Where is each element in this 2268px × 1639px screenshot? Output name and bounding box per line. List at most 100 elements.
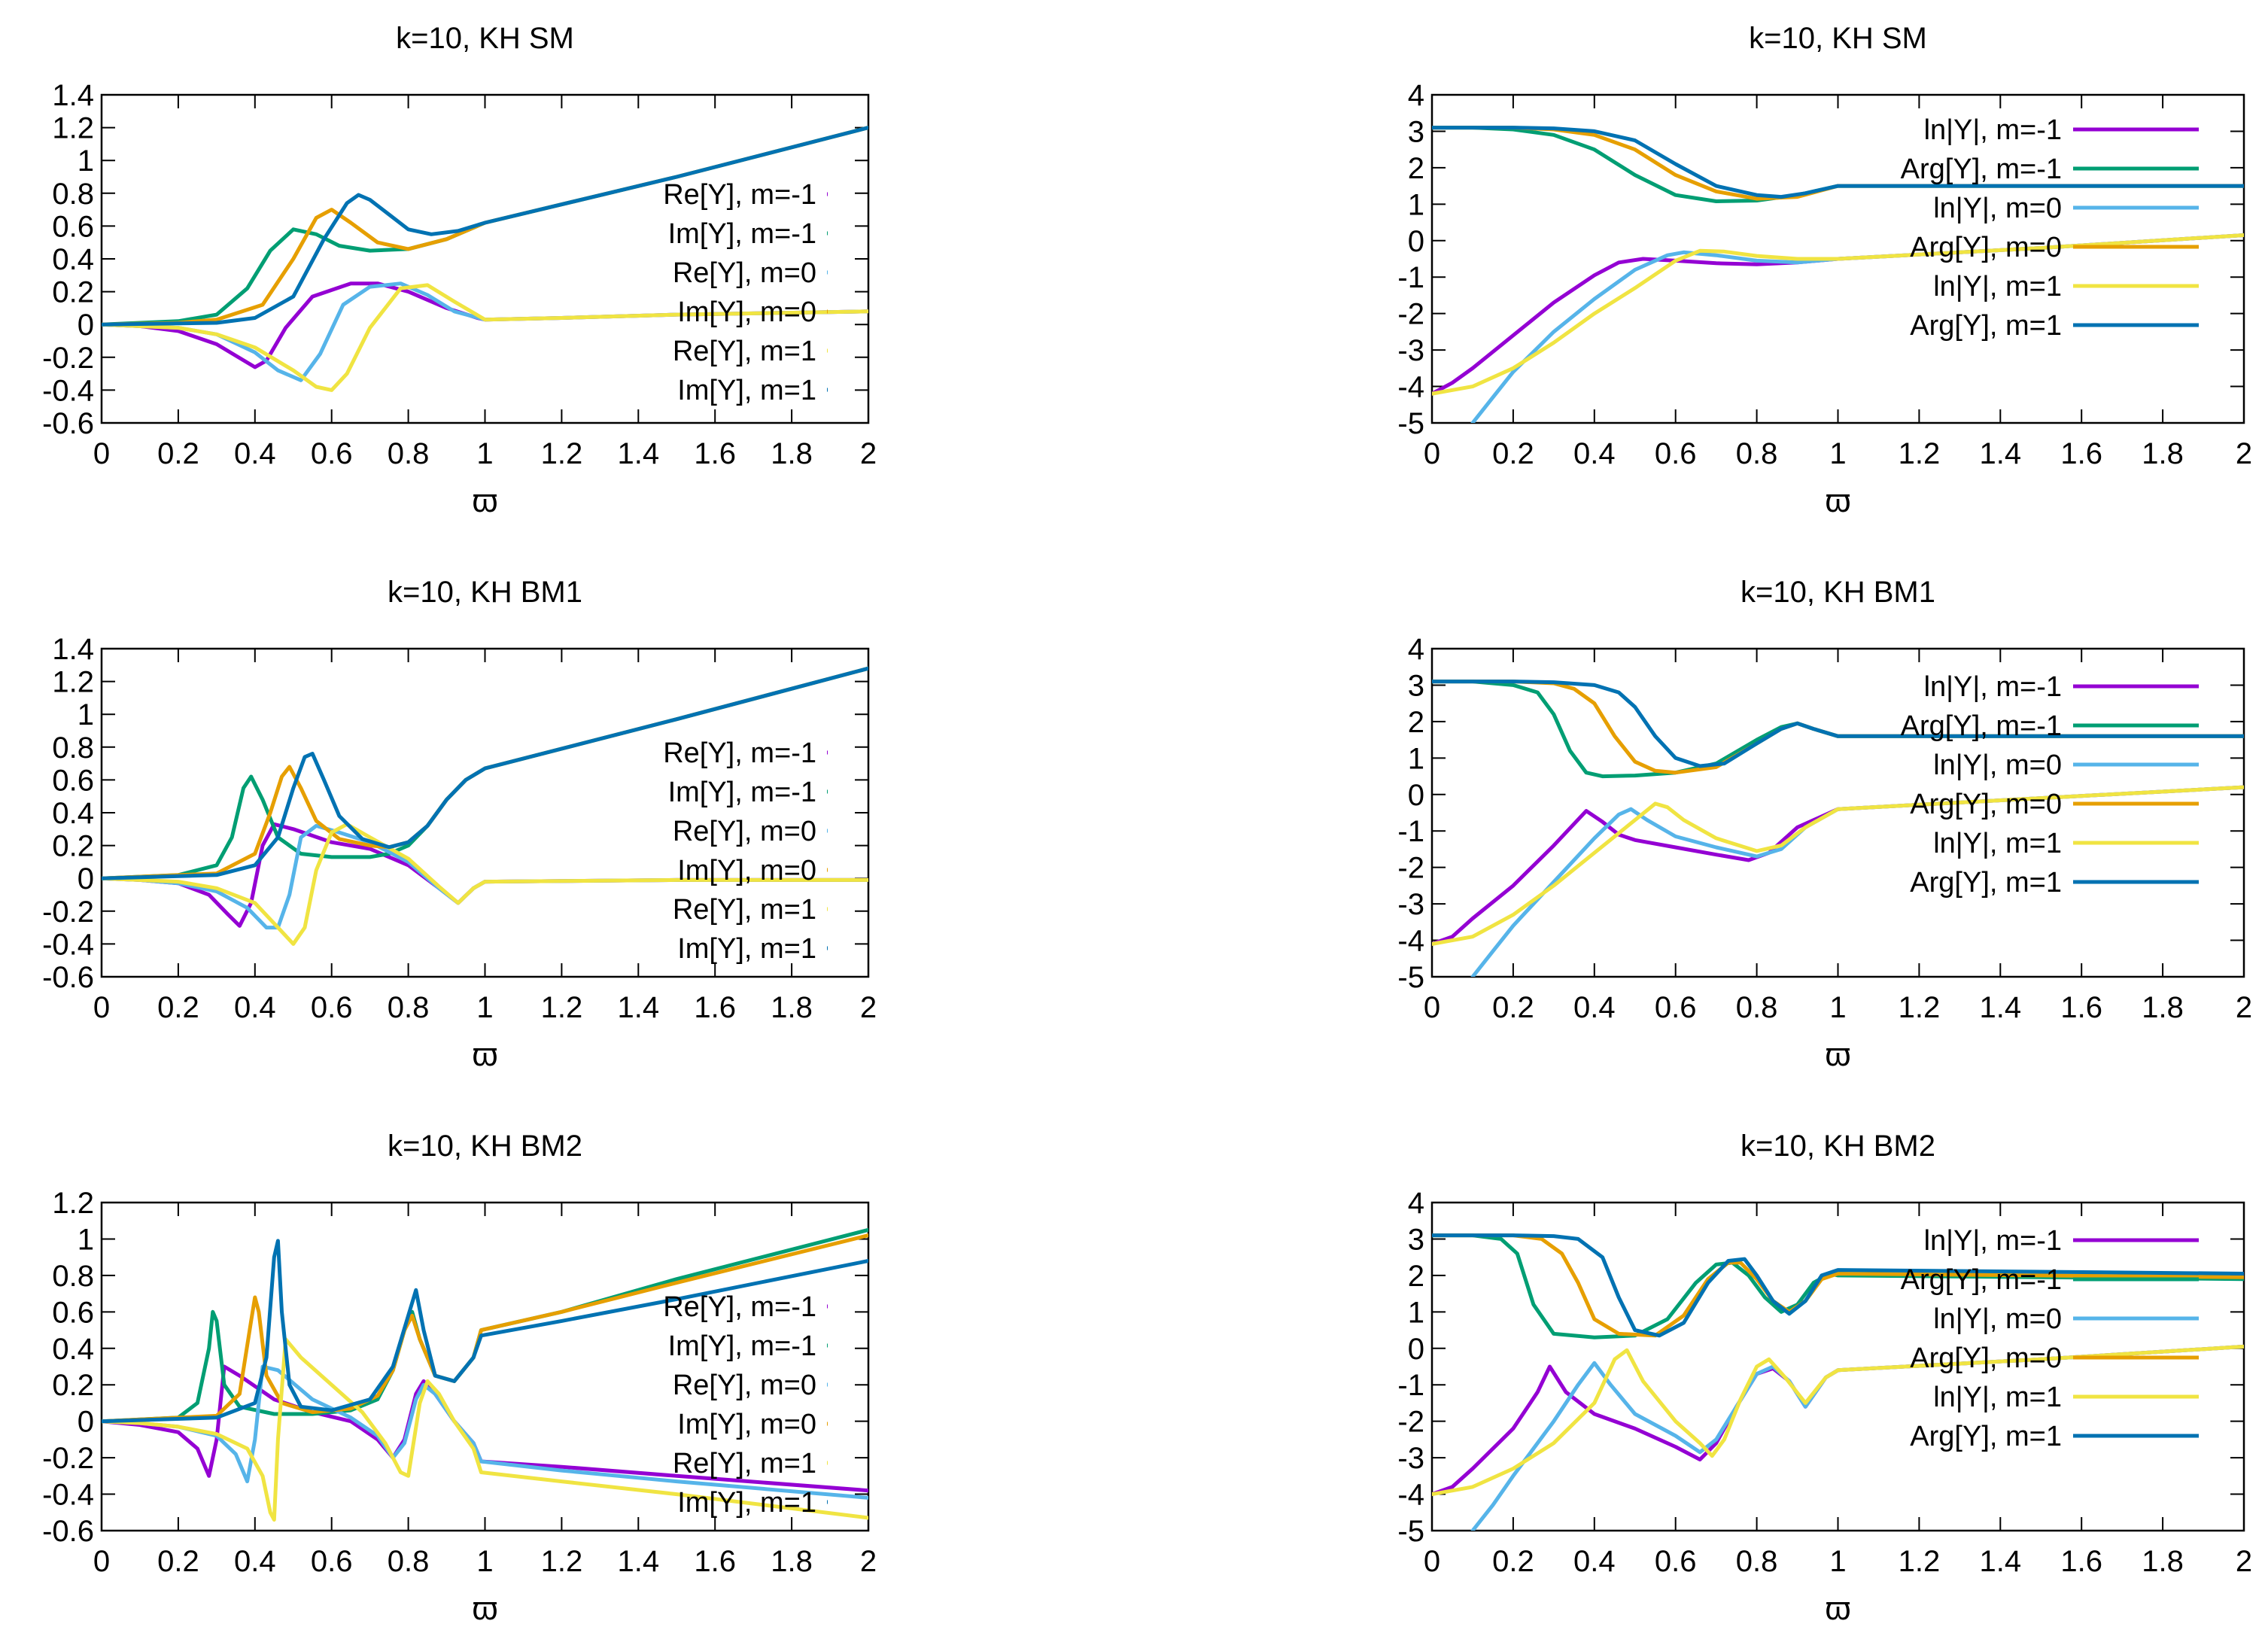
series-group [102, 126, 868, 392]
chart-title: k=10, KH SM [396, 22, 574, 55]
x-tick-label: 1 [476, 437, 493, 470]
y-tick-label: -0.4 [42, 1479, 94, 1512]
y-tick-label: -5 [1397, 961, 1424, 994]
y-tick-label: -1 [1397, 815, 1424, 848]
x-tick-label: 0.2 [157, 1545, 199, 1578]
y-tick-label: 4 [1408, 633, 1424, 666]
x-tick-label: 0.6 [311, 437, 353, 470]
series-line-2 [1432, 680, 2244, 779]
series-group [1432, 680, 2244, 977]
legend-label: Im[Y], m=1 [677, 1487, 816, 1519]
x-axis-label: ϖ [472, 1036, 497, 1073]
legend: ln|Y|, m=-1 Arg[Y], m=-1 ln|Y|, m=0 Arg[Y],… [1901, 1225, 2199, 1452]
legend-label: Arg[Y], m=1 [1910, 310, 2062, 342]
y-tick-label: -4 [1397, 371, 1424, 404]
y-tick-label: 0.6 [52, 1296, 94, 1329]
y-tick-label: -2 [1397, 1406, 1424, 1439]
series-line-5 [1432, 1344, 2244, 1497]
y-tick-label: 0 [78, 1406, 94, 1439]
x-tick-label: 1.4 [1979, 437, 2021, 470]
legend-label: ln|Y|, m=1 [1933, 1382, 2062, 1413]
y-tick-label: -0.6 [42, 407, 94, 440]
series-line-2 [1432, 1233, 2244, 1339]
x-tick-label: 0.4 [234, 1545, 276, 1578]
x-tick-label: 0.2 [157, 437, 199, 470]
legend-label: Arg[Y], m=0 [1910, 232, 2062, 263]
x-tick-label: 1.4 [617, 437, 659, 470]
legend-label: Im[Y], m=1 [677, 375, 816, 406]
x-axis-label: ϖ [472, 1590, 497, 1627]
chart-panel-2: k=10, KH SM 0 0.2 0.4 0.6 0.8 1 1.2 1.4 1.6 1.8 2 -5… [1397, 22, 2252, 519]
chart-panel-1: k=10, KH SM0 0.2 0.4 0.6 0.8 1 1.2 1.4 1.6 1.8 2-0… [42, 22, 877, 519]
x-tick-label: 0 [93, 437, 110, 470]
y-tick-label: -3 [1397, 1442, 1424, 1475]
legend-label: Arg[Y], m=-1 [1901, 1264, 2062, 1296]
legend-label: Im[Y], m=-1 [668, 218, 816, 250]
x-axis-label: ϖ [1825, 1590, 1850, 1627]
x-tick-label: 0 [1424, 437, 1440, 470]
chart-title: k=10, KH BM2 [388, 1130, 582, 1163]
series-line-5 [1432, 233, 2244, 396]
y-tick-label: -2 [1397, 852, 1424, 885]
y-tick-label: 0.2 [52, 830, 94, 863]
legend-label: Im[Y], m=0 [677, 855, 816, 886]
x-tick-label: 1.4 [617, 991, 659, 1024]
legend: ln|Y|, m=-1 Arg[Y], m=-1 ln|Y|, m=0 Arg[Y],… [1901, 114, 2199, 342]
y-tick-label: 0.4 [52, 1333, 94, 1366]
series-line-1 [1432, 785, 2244, 946]
y-tick-label: 3 [1408, 115, 1424, 148]
legend-label: ln|Y|, m=0 [1933, 1303, 2062, 1335]
x-tick-label: 1.6 [2060, 1545, 2102, 1578]
legend-label: Arg[Y], m=0 [1910, 1343, 2062, 1374]
series-group [102, 666, 868, 946]
x-tick-label: 0.6 [311, 1545, 353, 1578]
legend-label: ln|Y|, m=-1 [1924, 114, 2062, 146]
legend-label: Re[Y], m=0 [673, 257, 816, 289]
x-tick-label: 0.4 [234, 991, 276, 1024]
x-tick-label: 1.6 [694, 437, 736, 470]
y-tick-label: -5 [1397, 407, 1424, 440]
x-tick-label: 1 [476, 1545, 493, 1578]
y-tick-label: -1 [1397, 1369, 1424, 1402]
x-tick-label: 2 [2236, 1545, 2252, 1578]
legend-label: ln|Y|, m=1 [1933, 828, 2062, 859]
y-tick-label: 3 [1408, 1223, 1424, 1256]
x-tick-label: 1.2 [541, 437, 583, 470]
x-tick-label: 1 [476, 991, 493, 1024]
x-tick-label: 1.8 [2142, 1545, 2184, 1578]
y-tick-label: 0.6 [52, 764, 94, 797]
y-tick-label: 1.2 [52, 1187, 94, 1220]
legend-label: Im[Y], m=0 [677, 296, 816, 328]
y-tick-label: 0 [78, 309, 94, 342]
x-tick-label: 2 [2236, 991, 2252, 1024]
y-tick-label: 1 [78, 1223, 94, 1256]
chart-title: k=10, KH BM1 [1741, 576, 1935, 609]
x-tick-label: 1.2 [1899, 437, 1941, 470]
y-tick-label: 0.8 [52, 178, 94, 211]
x-tick-label: 1.2 [1899, 991, 1941, 1024]
plot-frame [1430, 647, 2245, 978]
x-tick-label: 1.8 [2142, 991, 2184, 1024]
legend: Re[Y], m=-1 Im[Y], m=-1 Re[Y], m=0 Im[Y], m… [663, 737, 828, 965]
legend: Re[Y], m=-1 Im[Y], m=-1 Re[Y], m=0 Im[Y], m… [663, 1291, 828, 1519]
series-line-5 [102, 822, 868, 946]
y-tick-label: -0.6 [42, 961, 94, 994]
x-tick-label: 1.4 [1979, 991, 2021, 1024]
chart-title: k=10, KH BM1 [388, 576, 582, 609]
legend-label: ln|Y|, m=-1 [1924, 1225, 2062, 1257]
legend-label: Re[Y], m=1 [673, 894, 816, 926]
legend-label: Re[Y], m=-1 [663, 1291, 816, 1323]
y-tick-label: -0.2 [42, 896, 94, 929]
legend-label: Re[Y], m=-1 [663, 737, 816, 769]
y-tick-label: 0.4 [52, 797, 94, 830]
series-line-3 [1470, 233, 2244, 423]
chart-panel-4: k=10, KH BM1 0 0.2 0.4 0.6 0.8 1 1.2 1.4 1.6 1.8 2 -… [1397, 576, 2252, 1073]
y-tick-label: 2 [1408, 706, 1424, 739]
y-tick-label: 1 [1408, 1296, 1424, 1329]
y-tick-label: 1.4 [52, 633, 94, 666]
x-tick-label: 0.2 [1492, 1545, 1534, 1578]
series-line-6 [1432, 1233, 2244, 1338]
series-line-6 [102, 1239, 868, 1424]
